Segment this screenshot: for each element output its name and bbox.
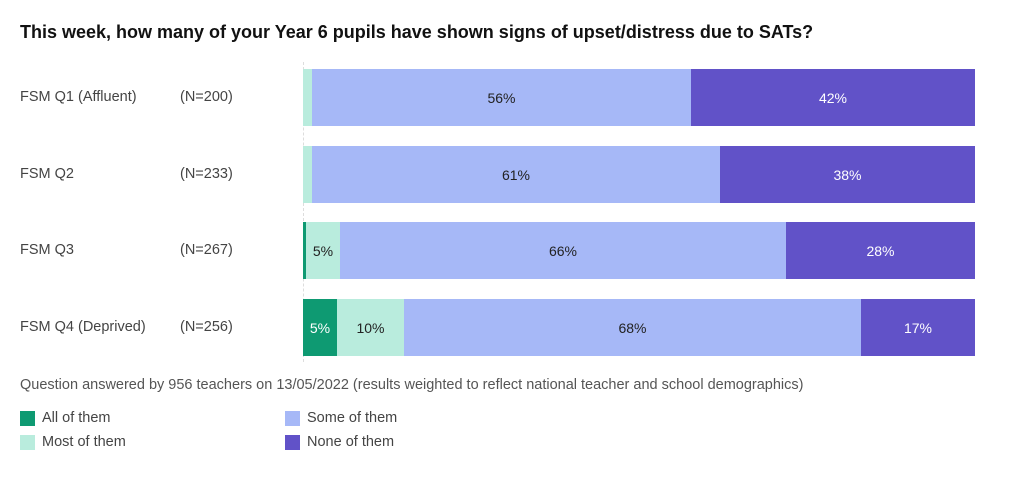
n-label: (N=200) — [180, 89, 233, 105]
data-label: 68% — [618, 319, 647, 336]
legend-label: All of them — [42, 410, 111, 426]
bar-segment — [303, 69, 312, 126]
bar-segment: 42% — [691, 69, 975, 126]
data-label: 61% — [501, 166, 531, 183]
bar-segment: 66% — [340, 222, 786, 279]
legend-item: Some of them — [285, 410, 397, 426]
legend-label: None of them — [307, 434, 395, 450]
legend-item: All of them — [20, 410, 111, 426]
data-label: 56% — [487, 89, 516, 106]
n-label: (N=233) — [180, 166, 233, 182]
data-label: 17% — [903, 319, 933, 336]
bar-segment: 5% — [306, 222, 340, 279]
legend-label: Some of them — [307, 410, 398, 426]
legend-swatch — [285, 434, 300, 450]
data-label: 5% — [309, 319, 331, 336]
bar-segment — [303, 146, 312, 203]
bar-segment: 38% — [720, 146, 975, 203]
data-label: 66% — [548, 242, 578, 259]
category-label: FSM Q3 — [20, 242, 74, 258]
category-label: FSM Q2 — [20, 166, 74, 182]
bar-segment — [303, 222, 306, 279]
category-label: FSM Q1 (Affluent) — [20, 89, 137, 105]
bar-segment: 28% — [786, 222, 975, 279]
chart-note: Question answered by 956 teachers on 13/… — [20, 377, 804, 393]
bar-segment: 68% — [404, 299, 861, 356]
legend-swatch — [20, 434, 35, 450]
legend-label: Most of them — [42, 434, 126, 450]
legend-swatch — [20, 410, 35, 426]
bar-segment: 56% — [312, 69, 691, 126]
category-label: FSM Q4 (Deprived) — [20, 319, 146, 335]
data-label: 10% — [356, 319, 385, 336]
axis-line — [303, 62, 304, 362]
legend-swatch — [285, 410, 300, 426]
chart-title: This week, how many of your Year 6 pupil… — [20, 22, 814, 42]
n-label: (N=267) — [180, 242, 233, 258]
data-label: 38% — [833, 166, 862, 183]
data-label: 5% — [312, 242, 334, 259]
data-label: 28% — [866, 242, 895, 259]
n-label: (N=256) — [180, 319, 233, 335]
bar-segment: 10% — [337, 299, 404, 356]
legend-item: Most of them — [20, 434, 126, 450]
bar-segment: 17% — [861, 299, 975, 356]
legend-item: None of them — [285, 434, 394, 450]
bar-segment: 61% — [312, 146, 720, 203]
data-label: 42% — [818, 89, 848, 106]
bar-segment: 5% — [303, 299, 337, 356]
